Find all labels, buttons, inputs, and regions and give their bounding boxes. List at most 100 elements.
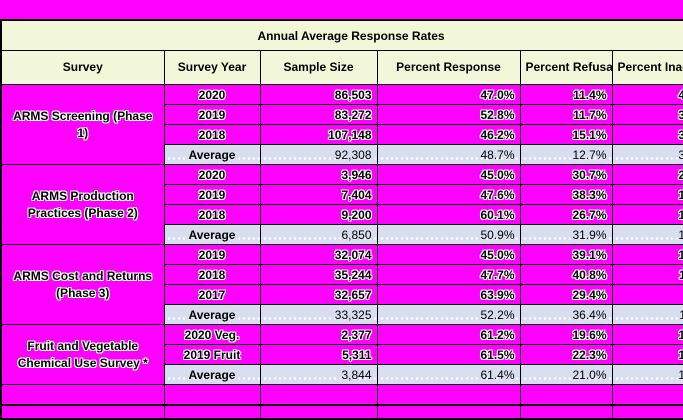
empty-cell bbox=[0, 384, 165, 406]
survey-group-cell: Fruit and Vegetable Chemical Use Survey … bbox=[0, 324, 165, 385]
average-row: Average 92,308 48.7% 12.7% 38. bbox=[1, 144, 683, 165]
title-row: Annual Average Response Rates bbox=[0, 19, 683, 51]
percent-refusal-cell: 12.7% bbox=[519, 144, 613, 165]
table-title: Annual Average Response Rates bbox=[0, 19, 683, 51]
percent-inaccessible-cell: 17. bbox=[611, 364, 683, 385]
average-label-cell: Average bbox=[163, 224, 261, 245]
sample-size-cell: 83,272 bbox=[259, 104, 378, 125]
sample-size-cell: 5,311 bbox=[259, 344, 378, 365]
average-row: Average 3,844 61.4% 21.0% 17. bbox=[1, 364, 683, 385]
year-cell: 2017 bbox=[163, 284, 261, 305]
percent-refusal-cell: 31.9% bbox=[519, 224, 613, 245]
percent-refusal-cell: 15.1% bbox=[519, 124, 613, 145]
table-row: ARMS Screening (Phase 1) 2020 86,503 47.… bbox=[0, 84, 683, 165]
sample-size-cell: 107,148 bbox=[259, 124, 378, 145]
sample-size-cell: 35,244 bbox=[259, 264, 378, 285]
percent-refusal-cell: 19.6% bbox=[519, 324, 613, 345]
percent-refusal-cell: 11.4% bbox=[519, 84, 613, 105]
percent-inaccessible-cell: 16. bbox=[611, 344, 683, 365]
empty-cell bbox=[163, 404, 261, 420]
spreadsheet-viewport: Annual Average Response Rates Survey Sur… bbox=[0, 19, 683, 420]
percent-response-cell: 47.7% bbox=[376, 264, 521, 285]
percent-inaccessible-cell: 24. bbox=[611, 164, 683, 185]
percent-refusal-cell: 11.7% bbox=[519, 104, 613, 125]
percent-inaccessible-cell: 35. bbox=[611, 104, 683, 125]
empty-cell bbox=[611, 384, 683, 406]
header-row: Survey Survey Year Sample Size Percent R… bbox=[0, 50, 683, 85]
year-cell: 2019 bbox=[163, 184, 261, 205]
percent-response-cell: 47.6% bbox=[376, 184, 521, 205]
percent-refusal-cell: 39.1% bbox=[519, 244, 613, 265]
percent-refusal-cell: 29.4% bbox=[519, 284, 613, 305]
percent-response-cell: 60.1% bbox=[376, 204, 521, 225]
empty-cell bbox=[259, 404, 378, 420]
table-row: 2018 35,244 47.7% 40.8% 11. bbox=[1, 264, 683, 285]
sample-size-cell: 92,308 bbox=[259, 144, 378, 165]
empty-cell bbox=[519, 384, 613, 406]
empty-cell bbox=[0, 404, 165, 420]
table-row: ARMS Cost and Returns (Phase 3) 2019 32,… bbox=[0, 244, 683, 325]
survey-group-cell: ARMS Cost and Returns (Phase 3) bbox=[0, 244, 165, 325]
empty-cell bbox=[259, 384, 378, 406]
column-header-sample-size: Sample Size bbox=[259, 50, 378, 85]
percent-response-cell: 61.4% bbox=[376, 364, 521, 385]
column-header-percent-inaccessible: Percent Inaccessible bbox=[611, 50, 683, 85]
average-label-cell: Average bbox=[163, 364, 261, 385]
top-magenta-band bbox=[0, 0, 683, 19]
percent-inaccessible-cell: 15. bbox=[611, 244, 683, 265]
sample-size-cell: 9,200 bbox=[259, 204, 378, 225]
percent-response-cell: 61.5% bbox=[376, 344, 521, 365]
year-cell: 2019 bbox=[163, 244, 261, 265]
percent-response-cell: 63.9% bbox=[376, 284, 521, 305]
column-header-percent-refusal: Percent Refusal bbox=[519, 50, 613, 85]
empty-row-partial bbox=[0, 404, 683, 420]
sample-size-cell: 6,850 bbox=[259, 224, 378, 245]
column-header-survey: Survey bbox=[0, 50, 165, 85]
sample-size-cell: 3,946 bbox=[259, 164, 378, 185]
percent-inaccessible-cell: 6. bbox=[611, 284, 683, 305]
empty-row bbox=[0, 384, 683, 406]
year-cell: 2020 bbox=[163, 164, 261, 185]
percent-refusal-cell: 38.3% bbox=[519, 184, 613, 205]
table-row: ARMS Production Practices (Phase 2) 2020… bbox=[0, 164, 683, 245]
percent-response-cell: 45.0% bbox=[376, 164, 521, 185]
column-header-survey-year: Survey Year bbox=[163, 50, 261, 85]
survey-group-cell: ARMS Screening (Phase 1) bbox=[0, 84, 165, 165]
sample-size-cell: 86,503 bbox=[259, 84, 378, 105]
percent-response-cell: 61.2% bbox=[376, 324, 521, 345]
percent-inaccessible-cell: 14. bbox=[611, 184, 683, 205]
table-row: Fruit and Vegetable Chemical Use Survey … bbox=[0, 324, 683, 385]
year-cell: 2020 Veg. bbox=[163, 324, 261, 345]
empty-cell bbox=[163, 384, 261, 406]
empty-cell bbox=[611, 404, 683, 420]
empty-cell bbox=[376, 404, 521, 420]
percent-response-cell: 47.0% bbox=[376, 84, 521, 105]
average-label-cell: Average bbox=[163, 304, 261, 325]
year-cell: 2019 bbox=[163, 104, 261, 125]
sample-size-cell: 7,404 bbox=[259, 184, 378, 205]
percent-refusal-cell: 40.8% bbox=[519, 264, 613, 285]
percent-inaccessible-cell: 38. bbox=[611, 144, 683, 165]
percent-inaccessible-cell: 13. bbox=[611, 204, 683, 225]
table-row: 2019 83,272 52.8% 11.7% 35. bbox=[1, 104, 683, 125]
sample-size-cell: 33,325 bbox=[259, 304, 378, 325]
percent-inaccessible-cell: 11. bbox=[611, 304, 683, 325]
percent-inaccessible-cell: 37. bbox=[611, 124, 683, 145]
table-row: 2019 7,404 47.6% 38.3% 14. bbox=[1, 184, 683, 205]
percent-inaccessible-cell: 19. bbox=[611, 324, 683, 345]
year-cell: 2018 bbox=[163, 124, 261, 145]
percent-refusal-cell: 30.7% bbox=[519, 164, 613, 185]
sample-size-cell: 32,074 bbox=[259, 244, 378, 265]
year-cell: 2018 bbox=[163, 264, 261, 285]
year-cell: 2018 bbox=[163, 204, 261, 225]
response-rates-table: Annual Average Response Rates Survey Sur… bbox=[0, 19, 683, 420]
percent-response-cell: 52.2% bbox=[376, 304, 521, 325]
percent-response-cell: 48.7% bbox=[376, 144, 521, 165]
percent-response-cell: 52.8% bbox=[376, 104, 521, 125]
column-header-percent-response: Percent Response bbox=[376, 50, 521, 85]
percent-response-cell: 50.9% bbox=[376, 224, 521, 245]
percent-response-cell: 46.2% bbox=[376, 124, 521, 145]
survey-group-cell: ARMS Production Practices (Phase 2) bbox=[0, 164, 165, 245]
percent-refusal-cell: 21.0% bbox=[519, 364, 613, 385]
average-row: Average 33,325 52.2% 36.4% 11. bbox=[1, 304, 683, 325]
